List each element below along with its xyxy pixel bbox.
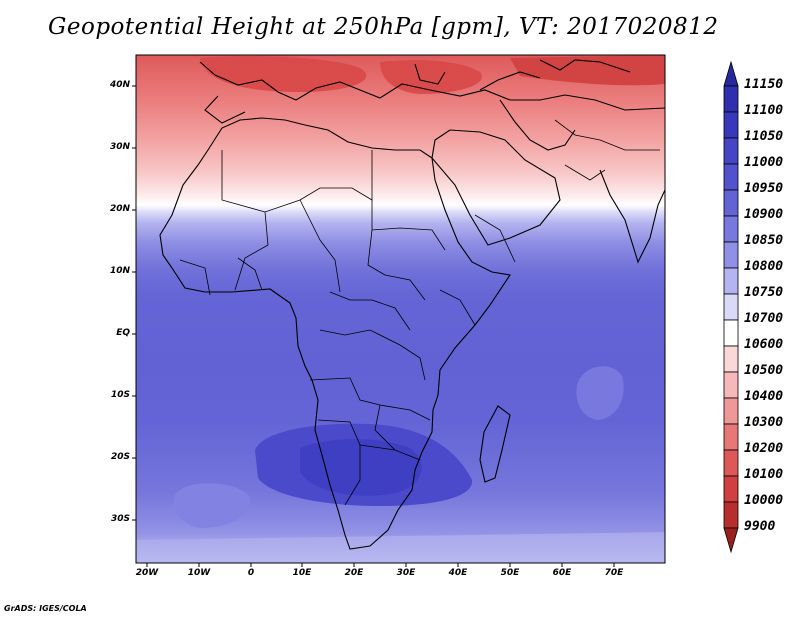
- lat-label: 40N: [109, 80, 130, 90]
- credit-label: GrADS: IGES/COLA: [4, 604, 87, 613]
- colorbar-swatch: [723, 293, 739, 321]
- lon-label: 40E: [448, 568, 468, 578]
- lon-label: 20W: [135, 568, 159, 578]
- map-title: Geopotential Height at 250hPa [gpm], VT:…: [48, 14, 719, 40]
- lon-label: 70E: [604, 568, 624, 578]
- colorbar-swatch: [723, 371, 739, 399]
- lon-label: 30E: [396, 568, 416, 578]
- lat-label: EQ: [116, 328, 130, 338]
- lat-label: 10S: [110, 390, 130, 400]
- colorbar-swatch: [723, 475, 739, 503]
- colorbar-top-triangle: [723, 60, 739, 87]
- colorbar-level-label: 11100: [744, 103, 784, 118]
- lat-label: 20S: [110, 452, 130, 462]
- colorbar-swatch: [723, 215, 739, 243]
- colorbar-level-label: 10700: [744, 311, 784, 326]
- colorbar-swatch: [723, 241, 739, 269]
- lon-label: 0: [247, 568, 255, 578]
- colorbar-swatch: [723, 267, 739, 295]
- lat-label: 30S: [110, 514, 130, 524]
- lon-label: 50E: [500, 568, 520, 578]
- colorbar-level-label: 11050: [744, 129, 784, 144]
- colorbar-swatch: [723, 319, 739, 347]
- colorbar: [723, 60, 739, 554]
- country-borders: [179, 119, 660, 506]
- lat-label: 20N: [109, 204, 130, 214]
- colorbar-level-label: 10000: [744, 493, 784, 508]
- lon-ticks: [146, 563, 615, 567]
- colorbar-swatch: [723, 163, 739, 191]
- colorbar-level-label: 11150: [744, 77, 784, 92]
- colorbar-level-label: 11000: [744, 155, 784, 170]
- lon-label: 60E: [552, 568, 572, 578]
- colorbar-swatch: [723, 189, 739, 217]
- map-frame: [135, 54, 666, 564]
- colorbar-level-label: 10900: [744, 207, 784, 222]
- colorbar-level-label: 10950: [744, 181, 784, 196]
- lon-label: 20E: [344, 568, 364, 578]
- coastlines: [159, 59, 665, 550]
- colorbar-swatch: [723, 501, 739, 529]
- colorbar-bottom-triangle: [723, 527, 739, 554]
- colorbar-level-label: 10400: [744, 389, 784, 404]
- colorbar-swatch: [723, 85, 739, 113]
- lon-label: 10W: [187, 568, 211, 578]
- colorbar-level-label: 10750: [744, 285, 784, 300]
- colorbar-swatch: [723, 423, 739, 451]
- lat-ticks: [132, 85, 136, 521]
- colorbar-level-label: 10850: [744, 233, 784, 248]
- colorbar-level-label: 10600: [744, 337, 784, 352]
- colorbar-level-label: 10100: [744, 467, 784, 482]
- lon-label: 10E: [292, 568, 312, 578]
- colorbar-level-label: 10800: [744, 259, 784, 274]
- colorbar-swatch: [723, 111, 739, 139]
- lat-label: 10N: [109, 266, 130, 276]
- colorbar-level-label: 10500: [744, 363, 784, 378]
- colorbar-swatch: [723, 449, 739, 477]
- height-field: [136, 55, 665, 563]
- colorbar-level-label: 10300: [744, 415, 784, 430]
- colorbar-level-label: 10200: [744, 441, 784, 456]
- colorbar-swatch: [723, 137, 739, 165]
- colorbar-swatch: [723, 397, 739, 425]
- lat-label: 30N: [109, 142, 130, 152]
- colorbar-level-label: 9900: [744, 519, 776, 534]
- colorbar-swatch: [723, 345, 739, 373]
